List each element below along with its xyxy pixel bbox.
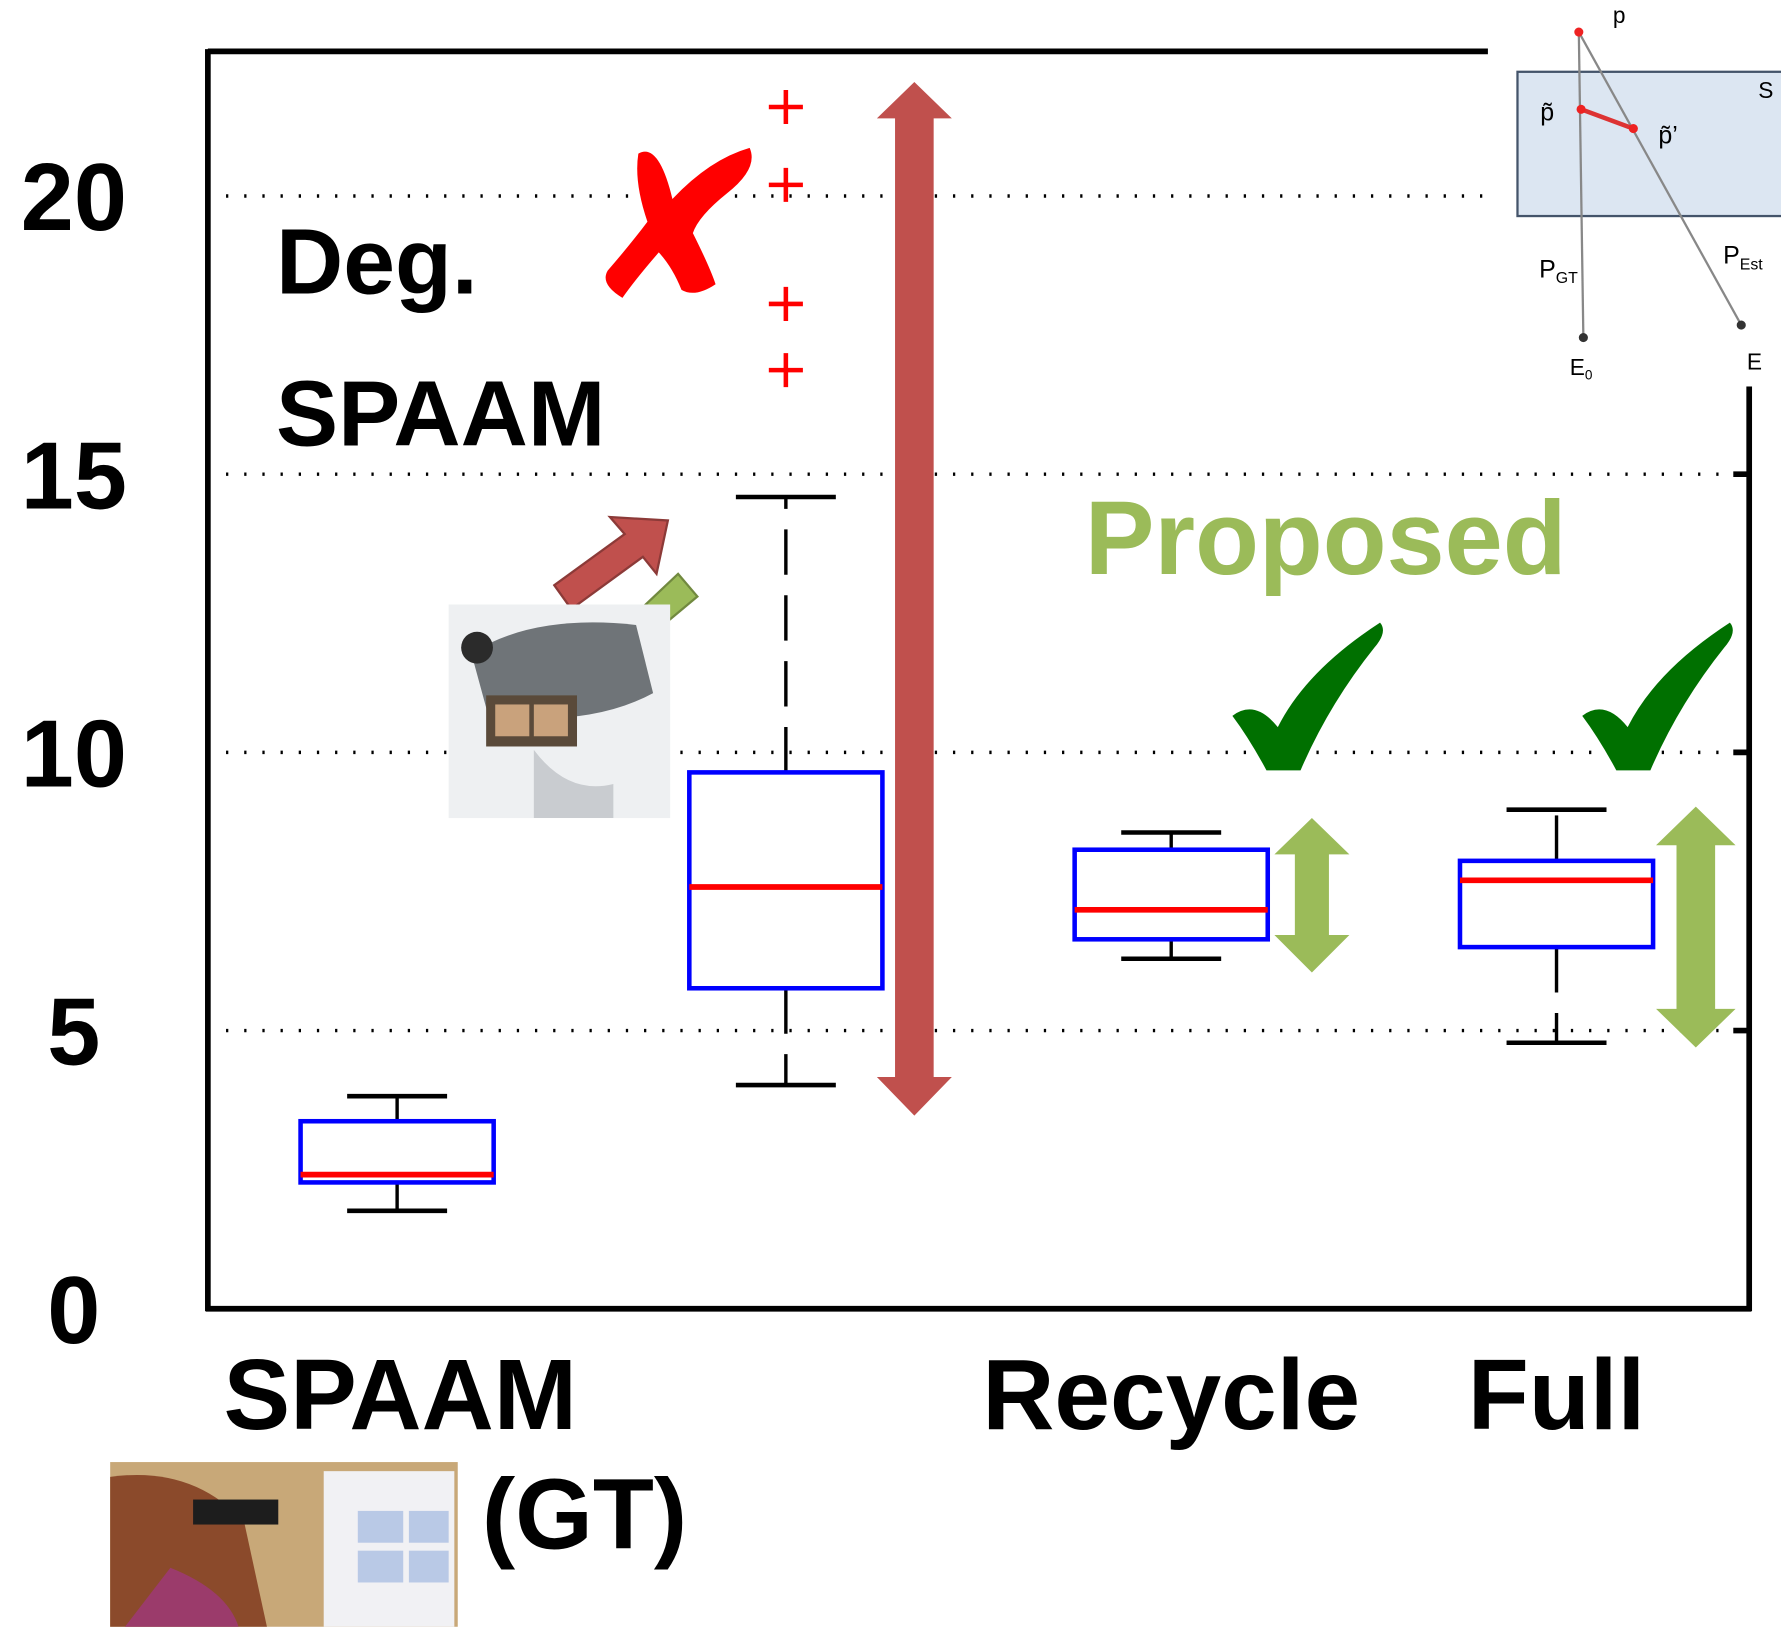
annotation: Deg. [276,209,478,313]
chart: p S p̃ p̃’ PGT PEst E0 E Deg. SPAAM Prop… [0,0,1781,1627]
range-arrow [1274,818,1349,972]
inset-label: p̃ [1540,99,1554,127]
check-mark [1582,623,1733,771]
inset-label: E [1747,348,1762,374]
inset-label: p̃’ [1658,121,1677,149]
point [1574,27,1583,36]
outlier [769,90,803,124]
inset-label: S [1758,77,1773,103]
inset-label: p [1613,2,1626,28]
inset-diagram: p S p̃ p̃’ PGT PEst E0 E [1488,0,1781,386]
annotation: Proposed [1085,480,1567,597]
outlier [769,353,803,387]
headset-photo [449,605,670,819]
check-mark [1232,623,1383,771]
annotation: SPAAM [276,361,605,465]
inset-label: P [1723,242,1740,270]
box [689,772,882,988]
point [1579,333,1588,342]
user-photo [110,1462,458,1627]
y-tick-label: 5 [47,980,100,1086]
point [1737,321,1746,330]
inset-label: E [1570,354,1585,380]
inset-label-sub: 0 [1585,368,1593,383]
y-tick-label: 10 [21,701,127,807]
outlier [769,168,803,202]
inset-label-sub: GT [1556,270,1578,287]
inset-label: P [1539,255,1556,283]
y-tick-label: 15 [21,423,127,529]
x-tick-label: Full [1468,1340,1646,1451]
x-tick-label: Recycle [982,1340,1360,1451]
y-tick-label: 0 [47,1258,100,1364]
inset-label-sub: Est [1740,256,1764,273]
page: {"chart_data": {"type": "box", "categori… [0,0,1781,1627]
point [1629,124,1638,133]
screen-plane [1517,72,1781,216]
box [1460,861,1653,947]
y-tick-label: 20 [21,145,127,251]
diagonal-arrow [554,517,668,609]
range-arrow [1656,807,1736,1048]
point [1577,105,1586,114]
x-tick-label-line: (GT) [482,1459,687,1570]
box [1075,850,1268,940]
x-tick-label-line: SPAAM [224,1340,605,1451]
cross-mark [606,148,752,298]
outlier [769,287,803,321]
range-arrow [877,82,952,1116]
